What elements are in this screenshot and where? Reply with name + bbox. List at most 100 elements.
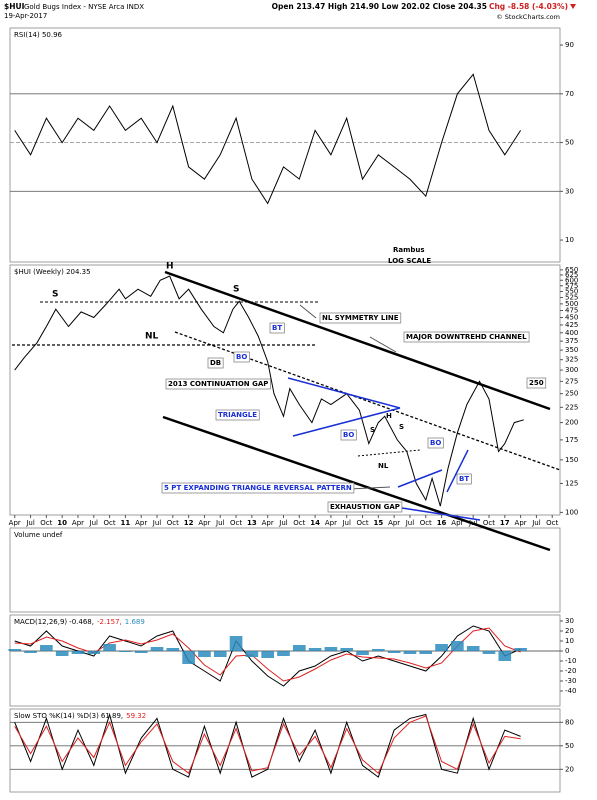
y-tick-label: 550: [565, 288, 578, 296]
annotation: H: [166, 262, 174, 272]
x-tick-label: Jul: [25, 519, 35, 527]
legend-entry: -2.157,: [97, 618, 122, 626]
annotation: BO: [430, 439, 441, 447]
x-tick-label: Apr: [198, 519, 210, 527]
y-tick-label: 20: [565, 627, 574, 635]
x-tick-label: Oct: [483, 519, 495, 527]
y-tick-label: 450: [565, 314, 578, 322]
y-tick-label: 475: [565, 307, 578, 315]
histogram-bar: [245, 651, 259, 657]
y-tick-label: 225: [565, 403, 578, 411]
x-tick-label: Jul: [89, 519, 99, 527]
histogram-bar: [451, 641, 464, 651]
y-tick-label: 70: [565, 90, 574, 98]
y-tick-label: 10: [565, 236, 574, 244]
legend-entry: 61.89,: [101, 712, 123, 720]
annotation: 2013 CONTINUATION GAP: [168, 380, 268, 388]
histogram-bar: [87, 651, 101, 654]
x-tick-label: Apr: [325, 519, 337, 527]
x-tick-label: Jul: [278, 519, 288, 527]
histogram-bar: [71, 651, 85, 654]
series-line: [14, 627, 521, 682]
symbol: $HUI: [4, 2, 25, 11]
x-tick-label: Oct: [230, 519, 242, 527]
histogram-bar: [261, 651, 274, 658]
y-tick-label: 275: [565, 377, 578, 385]
x-tick-label: Jul: [341, 519, 351, 527]
histogram-bar: [356, 651, 369, 655]
y-tick-label: 250: [565, 390, 578, 398]
annotation: NL SYMMETRY LINE: [322, 314, 399, 322]
panel-title: RSI(14) 50.96: [14, 31, 63, 39]
histogram-bar: [340, 648, 354, 651]
legend-entry: 1.689: [125, 618, 145, 626]
x-tick-label: 11: [121, 519, 131, 527]
annotation: MAJOR DOWNTREHD CHANNEL: [406, 333, 527, 341]
legend-entry: 59.32: [126, 712, 146, 720]
series-line: [14, 73, 522, 205]
histogram-bar: [514, 648, 527, 651]
panel: [9, 527, 561, 613]
pointer: [369, 336, 397, 353]
y-tick-label: -40: [565, 687, 576, 695]
x-tick-label: Apr: [135, 519, 147, 527]
channel-bottom: [162, 415, 551, 552]
panel: [9, 708, 561, 793]
series-line: [14, 275, 524, 507]
histogram-bar: [229, 636, 243, 651]
annotation: S: [233, 285, 239, 295]
histogram-bar: [8, 649, 22, 651]
y-tick-label: 50: [565, 742, 574, 750]
x-tick-label: Oct: [293, 519, 305, 527]
histogram-bar: [40, 645, 53, 651]
expanding-side: [446, 449, 469, 493]
histogram-bar: [198, 651, 211, 657]
histogram-bar: [292, 645, 306, 651]
credit: © StockCharts.com: [496, 13, 560, 21]
diagonal-neckline: [174, 331, 561, 471]
y-tick-label: -20: [565, 667, 576, 675]
x-tick-label: Oct: [104, 519, 116, 527]
y-tick-label: 375: [565, 337, 578, 345]
annotation-box: [215, 409, 260, 421]
x-tick-label: Jul: [405, 519, 415, 527]
x-tick-label: 15: [373, 519, 383, 527]
annotation: Rambus: [393, 246, 425, 254]
panel-title: $HUI (Weekly) 204.35: [14, 268, 91, 276]
x-tick-label: Oct: [167, 519, 179, 527]
x-tick-label: Jul: [215, 519, 225, 527]
x-tick-label: Jul: [531, 519, 541, 527]
series-line: [14, 715, 521, 775]
y-tick-label: 400: [565, 329, 578, 337]
annotation-box: [327, 501, 403, 513]
y-tick-label: 525: [565, 294, 578, 302]
series-line: [14, 712, 521, 778]
triangle-top: [287, 377, 401, 409]
y-tick-label: 125: [565, 479, 578, 487]
y-tick-label: 575: [565, 282, 578, 290]
pointer: [299, 304, 317, 319]
index-name: Gold Bugs Index - NYSE Arca INDX: [24, 3, 144, 11]
histogram-bar: [103, 644, 116, 651]
x-tick-label: Apr: [72, 519, 84, 527]
panel: [9, 27, 561, 263]
annotation-box: [526, 377, 547, 389]
x-tick-label: Apr: [451, 519, 463, 527]
annotation-box: [403, 331, 530, 343]
annotation: S: [370, 426, 375, 434]
histogram-bar: [435, 644, 448, 651]
x-tick-label: 12: [184, 519, 194, 527]
histogram-bar: [55, 651, 69, 656]
panel-title: Slow STO %K(14) %D(3): [14, 712, 99, 720]
y-tick-label: 0: [565, 647, 569, 655]
histogram-bar: [277, 651, 290, 656]
annotation-box: [165, 378, 271, 390]
annotation: TRIANGLE: [218, 411, 257, 419]
y-tick-label: 175: [565, 436, 578, 444]
annotation: DB: [210, 359, 221, 367]
change: Chg -8.58 (-4.03%): [489, 2, 568, 11]
histogram-bar: [24, 651, 37, 653]
y-tick-label: 90: [565, 41, 574, 49]
y-tick-label: 100: [565, 508, 578, 516]
y-tick-label: 425: [565, 321, 578, 329]
